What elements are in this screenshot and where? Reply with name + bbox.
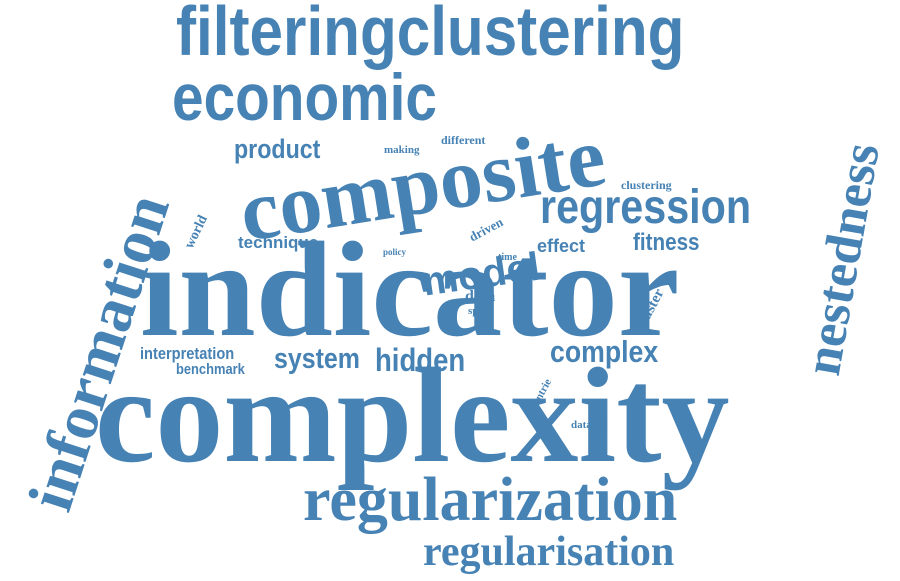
word-nestedness: nestedness — [794, 139, 891, 380]
word-product: product — [234, 134, 321, 164]
word-regression: regression — [540, 181, 752, 234]
word-time: time — [498, 252, 517, 263]
word-policy: policy — [383, 247, 407, 257]
word-interpretation: interpretation — [140, 344, 235, 363]
word-technique: technique — [238, 233, 319, 252]
word-spsb: spsb — [468, 305, 489, 317]
word-effect: effect — [537, 236, 586, 256]
word-filteringclustering: filteringclustering — [176, 0, 685, 70]
word-making: making — [384, 144, 420, 156]
word-indicator: indicator — [140, 215, 680, 365]
word-hidden: hidden — [375, 342, 466, 378]
word-complex: complex — [550, 334, 659, 369]
word-different: different — [441, 133, 486, 147]
word-benchmark: benchmark — [176, 361, 245, 378]
word-system: system — [274, 343, 360, 375]
word-regularization: regularization — [303, 466, 678, 534]
word-dataset: dataset — [571, 419, 605, 431]
word-fitness: fitness — [633, 229, 700, 256]
word-complexity: complexity — [95, 341, 730, 491]
word-clustering: clustering — [621, 178, 672, 192]
word-regularisation: regularisation — [423, 529, 675, 575]
word-data: data — [465, 288, 496, 305]
word-economic: economic — [172, 60, 437, 134]
